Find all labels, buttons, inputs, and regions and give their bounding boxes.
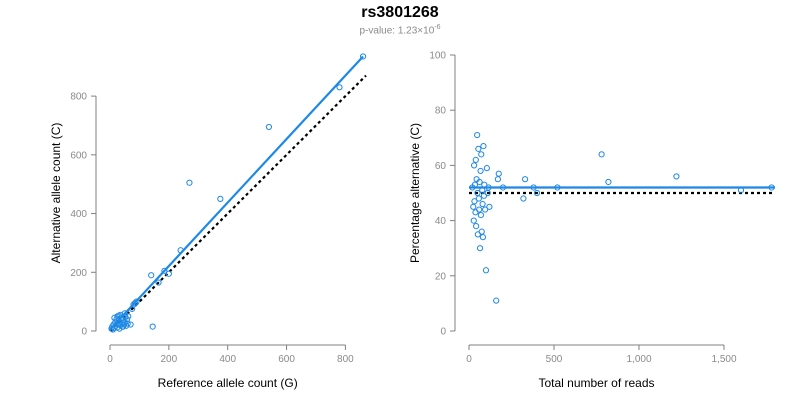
right-panel-data-point xyxy=(482,267,490,274)
left-panel-fit-line xyxy=(109,55,364,331)
right-panel-x-axis-title: Total number of reads xyxy=(538,376,654,390)
right-panel-data-point xyxy=(477,211,484,219)
chart-subtitle: p-value: 1.23×10-6 xyxy=(0,24,800,36)
right-panel-data-point xyxy=(480,142,487,150)
right-panel-data-point xyxy=(533,189,541,197)
left-panel-y-tick-label: 800 xyxy=(70,92,87,103)
right-panel-x-tick-label: 0 xyxy=(466,354,472,365)
right-panel-y-tick-label: 40 xyxy=(435,216,447,227)
left-panel-x-axis-title: Reference allele count (G) xyxy=(158,376,298,390)
right-panel-data-point xyxy=(476,245,484,252)
right-panel-y-tick-label: 0 xyxy=(440,327,446,338)
right-panel-data-point xyxy=(475,145,482,152)
left-panel-data-point xyxy=(217,195,224,202)
left-panel-data-point xyxy=(148,272,155,279)
left-panel-x-tick-label: 200 xyxy=(161,354,178,365)
left-panel-data-point xyxy=(336,84,343,91)
right-panel-data-point xyxy=(477,167,484,175)
left-panel-data-point xyxy=(165,270,172,277)
left-panel-y-axis-title: Alternative allele count (C) xyxy=(49,123,63,264)
left-panel-reference-line xyxy=(109,74,367,332)
right-panel-x-tick-label: 1,500 xyxy=(711,354,736,365)
left-panel-data-point xyxy=(127,321,134,328)
right-panel-data-point xyxy=(520,195,527,202)
right-panel-data-point xyxy=(494,176,501,183)
left-panel-data-point xyxy=(121,310,128,317)
left-panel-x-tick-label: 400 xyxy=(219,354,236,365)
right-panel-data-point xyxy=(479,234,487,241)
left-panel-y-tick-label: 200 xyxy=(70,268,87,279)
right-panel-data-point xyxy=(470,217,477,224)
right-panel-data-point xyxy=(605,178,612,186)
right-panel-y-axis-title: Percentage alternative (C) xyxy=(408,123,422,263)
left-panel-y-tick-label: 400 xyxy=(70,209,87,220)
p-value-exponent: -6 xyxy=(434,24,441,31)
left-panel-data-point xyxy=(149,323,156,330)
right-panel-y-tick-label: 100 xyxy=(429,51,446,62)
left-panel-data-point xyxy=(120,323,127,330)
left-panel-x-tick-label: 800 xyxy=(337,354,354,365)
right-panel-data-point xyxy=(493,297,500,304)
right-panel-data-point xyxy=(473,223,480,230)
right-panel-data-point xyxy=(598,151,605,158)
left-panel-data-point xyxy=(124,320,131,327)
right-panel-data-point xyxy=(482,206,489,213)
left-panel-data-point xyxy=(123,316,131,323)
right-panel-data-point xyxy=(483,165,490,172)
right-panel-data-point xyxy=(479,200,486,208)
left-panel-data-point xyxy=(359,53,367,60)
right-panel-x-tick-label: 1,000 xyxy=(626,354,651,365)
right-panel-y-tick-label: 20 xyxy=(435,271,447,282)
right-panel-data-point xyxy=(471,198,478,205)
right-panel-data-point xyxy=(475,195,482,202)
left-panel-data-point xyxy=(131,300,139,307)
left-panel-data-point xyxy=(265,123,272,131)
left-panel-y-tick-label: 600 xyxy=(70,150,87,161)
right-panel-data-point xyxy=(478,151,485,158)
left-panel-data-point xyxy=(186,179,193,186)
right-panel-data-point xyxy=(471,162,478,169)
chart-title: rs3801268 xyxy=(361,4,439,21)
right-panel-data-point xyxy=(476,178,483,186)
left-panel-x-tick-label: 600 xyxy=(278,354,295,365)
right-panel-data-point xyxy=(522,176,529,183)
right-panel-y-tick-label: 60 xyxy=(435,161,447,172)
right-panel-data-point xyxy=(495,170,502,177)
left-panel-data-point xyxy=(133,298,140,305)
right-panel-data-point xyxy=(474,131,481,139)
right-panel-x-tick-label: 500 xyxy=(546,354,563,365)
right-panel-data-point xyxy=(470,203,477,210)
right-panel-y-tick-label: 80 xyxy=(435,106,447,117)
right-panel-data-point xyxy=(474,189,481,197)
left-panel-x-tick-label: 0 xyxy=(107,354,113,365)
right-panel-data-point xyxy=(486,203,493,210)
right-panel-data-point xyxy=(472,156,479,163)
right-panel-data-point xyxy=(673,173,680,180)
left-panel-y-tick-label: 0 xyxy=(81,327,87,338)
right-panel-data-point xyxy=(478,228,485,235)
right-panel-data-point xyxy=(476,206,483,213)
p-value-text: p-value: 1.23×10 xyxy=(359,25,435,37)
left-panel-data-point xyxy=(161,267,168,274)
left-panel-data-point xyxy=(155,279,162,286)
